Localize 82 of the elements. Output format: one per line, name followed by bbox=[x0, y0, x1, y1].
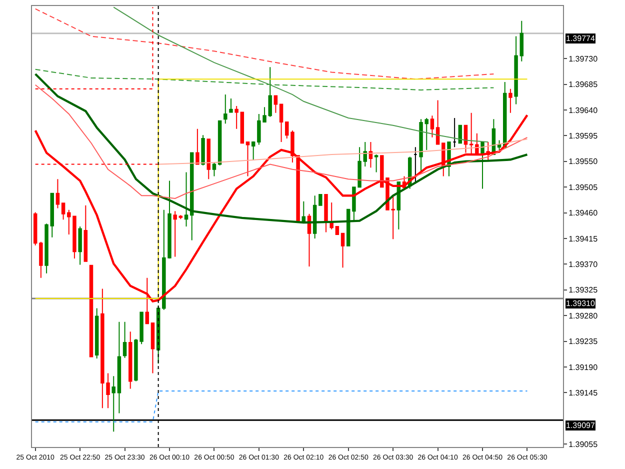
candlestick bbox=[497, 140, 502, 150]
candlestick bbox=[520, 20, 524, 62]
y-tick-label: 1.39235 bbox=[568, 337, 598, 346]
candlestick bbox=[61, 202, 66, 220]
candlestick bbox=[436, 100, 440, 145]
candlestick bbox=[335, 226, 340, 235]
y-tick-label: 1.39280 bbox=[568, 311, 598, 320]
candlestick bbox=[196, 128, 200, 165]
candlestick bbox=[419, 118, 423, 173]
line-series bbox=[34, 8, 494, 80]
candlestick bbox=[340, 232, 345, 268]
y-tick-label: 1.39550 bbox=[568, 157, 598, 166]
line-series bbox=[158, 138, 528, 165]
y-tick-label: 1.39415 bbox=[568, 234, 598, 244]
candlestick bbox=[229, 98, 233, 113]
y-tick-label: 1.39640 bbox=[568, 106, 598, 115]
candlestick bbox=[190, 152, 194, 241]
candlestick bbox=[117, 321, 122, 414]
line-series bbox=[34, 72, 528, 224]
candlestick bbox=[240, 112, 244, 144]
candlestick bbox=[50, 192, 54, 238]
candlestick bbox=[224, 94, 228, 124]
candlestick bbox=[475, 132, 479, 154]
candlestick bbox=[212, 162, 216, 177]
candlestick bbox=[218, 120, 222, 166]
candlestick bbox=[173, 210, 177, 258]
candlestick bbox=[274, 95, 278, 114]
y-tick-label: 1.39685 bbox=[568, 80, 598, 90]
y-tick-label: 1.39325 bbox=[568, 286, 598, 295]
y-tick-label: 1.39505 bbox=[568, 182, 598, 192]
y-tick-label: 1.39370 bbox=[568, 260, 598, 269]
candlestick bbox=[251, 140, 256, 160]
candlestick bbox=[503, 81, 507, 148]
line-series bbox=[113, 6, 489, 142]
ref-line-label: 1.39097 bbox=[566, 421, 596, 430]
candlestick bbox=[89, 264, 94, 358]
candlestick bbox=[246, 141, 250, 177]
candlestick bbox=[464, 124, 468, 154]
candlestick bbox=[44, 223, 48, 274]
candlestick bbox=[330, 202, 334, 230]
line-series bbox=[34, 68, 494, 90]
y-tick-label: 1.39190 bbox=[568, 362, 598, 372]
candlestick bbox=[424, 117, 428, 150]
candlestick bbox=[56, 178, 60, 209]
candlestick bbox=[234, 105, 238, 130]
candlestick bbox=[112, 376, 116, 432]
y-tick-label: 1.39145 bbox=[568, 388, 598, 398]
line-series bbox=[34, 84, 528, 200]
candlestick bbox=[508, 88, 512, 114]
y-tick-label: 1.39460 bbox=[568, 208, 598, 218]
candlestick bbox=[363, 141, 367, 168]
y-tick-label: 1.39730 bbox=[568, 54, 598, 64]
candlestick bbox=[414, 146, 418, 184]
y-tick-label: 1.39055 bbox=[568, 440, 598, 449]
candlestick bbox=[324, 194, 328, 233]
candlestick bbox=[374, 154, 378, 173]
candlestick bbox=[184, 172, 188, 227]
candlestick bbox=[480, 141, 484, 190]
y-tick-label: 1.39595 bbox=[568, 131, 598, 140]
candlestick bbox=[368, 141, 373, 168]
candlestick bbox=[84, 204, 88, 262]
candlestick bbox=[206, 138, 210, 180]
candlestick bbox=[312, 195, 317, 239]
candlestick bbox=[94, 308, 99, 359]
candlestick bbox=[279, 104, 284, 142]
candlestick bbox=[128, 331, 132, 390]
candlestick bbox=[318, 194, 322, 206]
candlestick bbox=[302, 200, 306, 223]
candlestick bbox=[78, 226, 82, 266]
ref-line-label: 1.39310 bbox=[566, 299, 596, 308]
candlestick bbox=[39, 241, 43, 278]
candlestick bbox=[33, 212, 38, 246]
candlestick bbox=[296, 155, 300, 222]
candlestick bbox=[178, 214, 183, 220]
ref-line-label: 1.39774 bbox=[566, 34, 596, 43]
candlestick bbox=[122, 321, 127, 358]
candlestick bbox=[150, 322, 155, 374]
candlestick bbox=[514, 36, 518, 105]
candlestick bbox=[452, 117, 456, 148]
candlestick bbox=[201, 134, 205, 166]
candlestick bbox=[430, 115, 434, 138]
candlestick bbox=[307, 213, 312, 267]
